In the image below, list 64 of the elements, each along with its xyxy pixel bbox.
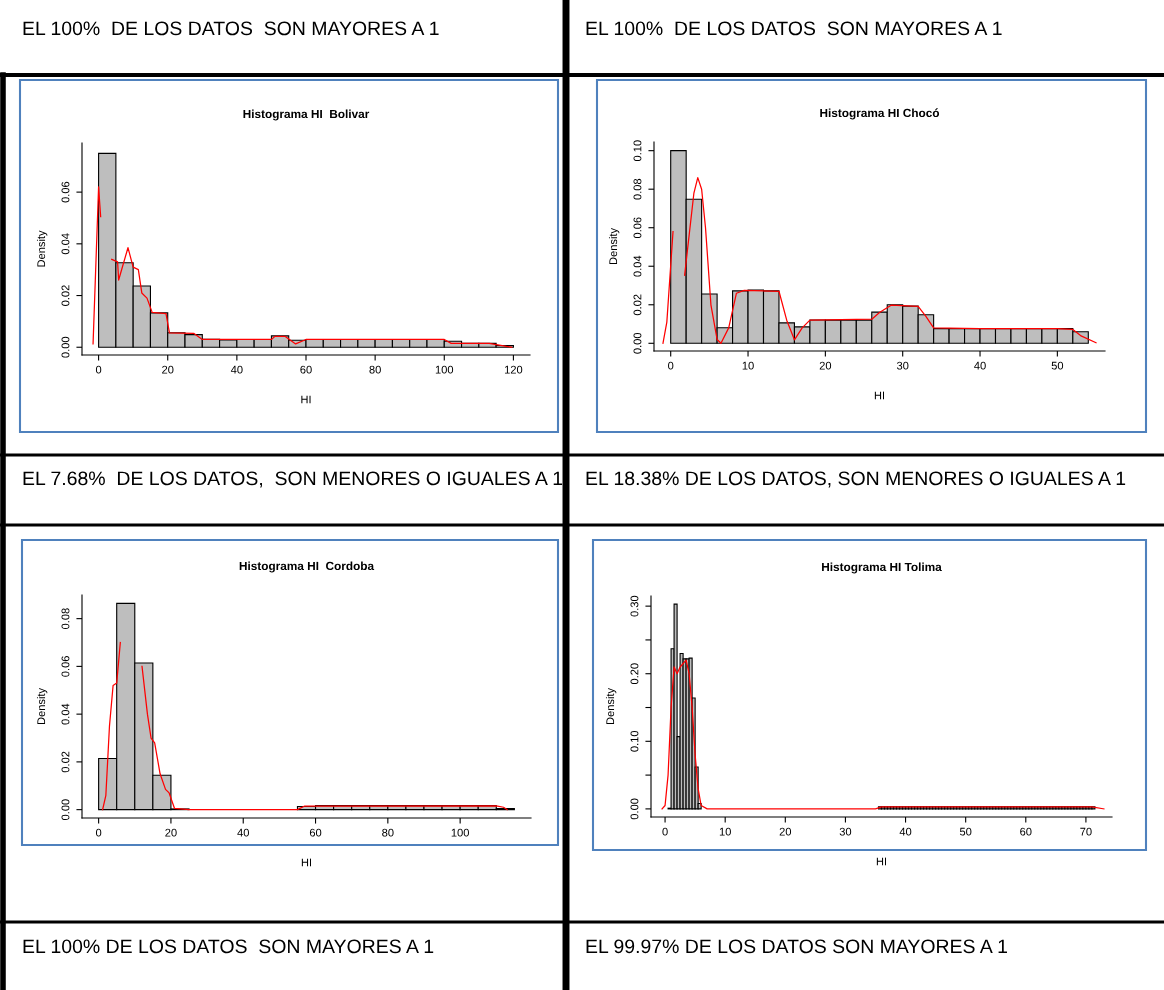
y-tick-label: 0.06 bbox=[61, 181, 70, 203]
y-axis-title: Density bbox=[605, 688, 617, 725]
y-tick-label: 0.04 bbox=[633, 255, 642, 277]
y-tick-label: 0.20 bbox=[630, 663, 639, 685]
x-tick-label: 120 bbox=[504, 365, 523, 374]
chart-title: Histograma HI Bolivar bbox=[243, 109, 370, 121]
y-tick-label: 0.10 bbox=[630, 730, 639, 752]
text: EL 100% DE LOS DATOS SON MAYORES A 1 bbox=[586, 21, 1002, 36]
y-axis-title: Density bbox=[36, 230, 48, 267]
y-tick-label: 0.30 bbox=[630, 595, 639, 617]
x-tick-label: 20 bbox=[162, 365, 174, 374]
y-tick-label: 0.00 bbox=[633, 332, 642, 354]
x-tick-label: 0 bbox=[95, 828, 102, 837]
y-tick-label: 0.08 bbox=[61, 608, 70, 630]
x-tick-label: 0 bbox=[668, 361, 674, 370]
x-tick-label: 30 bbox=[896, 361, 909, 370]
y-tick-label: 0.06 bbox=[633, 217, 642, 239]
x-tick-label: 20 bbox=[779, 827, 792, 836]
x-tick-label: 80 bbox=[369, 365, 381, 374]
text: EL 100% DE LOS DATOS SON MAYORES A 1 bbox=[23, 939, 434, 954]
x-axis-title: HI bbox=[876, 857, 887, 866]
x-tick-label: 70 bbox=[1080, 827, 1092, 836]
y-tick-label: 0.04 bbox=[61, 233, 70, 255]
x-tick-label: 60 bbox=[1020, 827, 1032, 836]
text: EL 18.38% DE LOS DATOS, SON MENORES O IGUALES A 1 bbox=[586, 471, 1126, 488]
x-axis-title: HI bbox=[301, 395, 311, 404]
x-tick-label: 40 bbox=[899, 827, 912, 836]
x-tick-label: 40 bbox=[237, 828, 249, 837]
y-axis-title: Density bbox=[608, 228, 620, 265]
y-tick-label: 0.10 bbox=[633, 140, 642, 162]
x-tick-label: 30 bbox=[839, 827, 852, 836]
x-tick-label: 60 bbox=[309, 828, 322, 837]
y-axis-title: Density bbox=[36, 688, 48, 725]
y-tick-label: 0.02 bbox=[61, 751, 70, 773]
text: EL 99.97% DE LOS DATOS SON MAYORES A 1 bbox=[586, 939, 1007, 954]
y-tick-label: 0.04 bbox=[61, 703, 70, 725]
x-tick-label: 40 bbox=[974, 361, 986, 370]
y-tick-label: 0.00 bbox=[630, 798, 639, 820]
x-tick-label: 0 bbox=[95, 365, 102, 374]
y-tick-label: 0.02 bbox=[633, 294, 642, 316]
x-tick-label: 10 bbox=[719, 827, 731, 836]
x-tick-label: 0 bbox=[662, 827, 668, 836]
chart-title: Histograma HI Cordoba bbox=[239, 561, 375, 573]
text: EL 7.68% DE LOS DATOS, SON MENORES O IGUALES A 1 bbox=[23, 471, 563, 488]
x-tick-label: 80 bbox=[382, 828, 394, 837]
x-tick-label: 100 bbox=[435, 365, 454, 374]
x-axis-title: HI bbox=[874, 391, 885, 400]
y-tick-label: 0.02 bbox=[61, 285, 70, 306]
x-tick-label: 40 bbox=[230, 365, 243, 374]
y-tick-label: 0.08 bbox=[633, 178, 642, 200]
x-tick-label: 20 bbox=[165, 828, 177, 837]
x-tick-label: 50 bbox=[1051, 361, 1064, 370]
x-axis-title: HI bbox=[301, 858, 312, 867]
x-tick-label: 20 bbox=[819, 361, 832, 370]
y-tick-label: 0.06 bbox=[61, 656, 70, 677]
x-tick-label: 50 bbox=[959, 827, 972, 836]
x-tick-label: 60 bbox=[300, 365, 312, 374]
x-tick-label: 10 bbox=[742, 361, 754, 370]
y-tick-label: 0.00 bbox=[61, 799, 70, 821]
x-tick-label: 100 bbox=[451, 828, 469, 837]
chart-title: Histograma HI Tolima bbox=[822, 562, 942, 574]
y-tick-label: 0.00 bbox=[61, 336, 70, 358]
text: EL 100% DE LOS DATOS SON MAYORES A 1 bbox=[23, 21, 439, 36]
chart-title: Histograma HI Chocó bbox=[820, 108, 940, 120]
